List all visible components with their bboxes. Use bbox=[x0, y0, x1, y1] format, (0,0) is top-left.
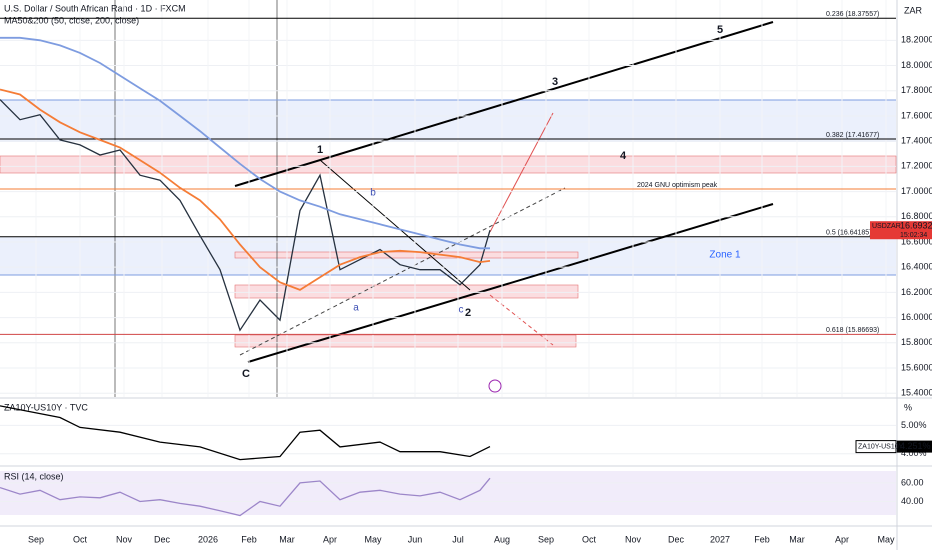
x-tick-label: Mar bbox=[789, 534, 805, 544]
x-tick-label: Apr bbox=[835, 534, 849, 544]
last-price: 16.69329 bbox=[900, 221, 932, 231]
y-tick-label: 15.60000 bbox=[901, 362, 932, 372]
unit: % bbox=[904, 402, 912, 412]
x-tick-label: Nov bbox=[625, 534, 642, 544]
y-tick-label: 16.40000 bbox=[901, 262, 932, 272]
chart-title: U.S. Dollar / South African Rand · 1D · … bbox=[4, 3, 186, 13]
x-tick-label: Sep bbox=[28, 534, 44, 544]
x-tick-label: 2026 bbox=[198, 534, 218, 544]
y-tick-label: 16.60000 bbox=[901, 236, 932, 246]
currency: ZAR bbox=[904, 5, 923, 15]
y-tick-label: 16.20000 bbox=[901, 287, 932, 297]
x-tick-label: Oct bbox=[582, 534, 597, 544]
x-tick-label: 2027 bbox=[710, 534, 730, 544]
y-tick-label: 60.00 bbox=[901, 477, 924, 487]
legend-title: MA50&200 (50, close, 200, close) bbox=[4, 15, 139, 25]
y-tick-label: 15.80000 bbox=[901, 337, 932, 347]
y-tick-label: 5.00% bbox=[901, 420, 927, 430]
wave-label: a bbox=[353, 303, 359, 314]
series-line bbox=[0, 36, 490, 250]
y-tick-label: 40.00 bbox=[901, 496, 924, 506]
series-line bbox=[0, 405, 491, 461]
symbol-tag: USDZAR bbox=[872, 223, 901, 230]
last-value: 4.251% bbox=[900, 441, 931, 451]
price-tag bbox=[870, 221, 932, 240]
x-tick-label: Jul bbox=[452, 534, 464, 544]
y-tick-label: 18.20000 bbox=[901, 35, 932, 45]
channel bbox=[239, 187, 566, 356]
x-tick-label: May bbox=[877, 534, 895, 544]
y-tick-label: 18.00000 bbox=[901, 60, 932, 70]
wave-label: c bbox=[459, 305, 464, 316]
level-label: 0.382 (17.41677) bbox=[826, 132, 879, 139]
x-tick-label: Dec bbox=[154, 534, 171, 544]
wave-label: 1 bbox=[317, 144, 323, 156]
rsi-band bbox=[0, 471, 896, 515]
series-line bbox=[0, 88, 491, 291]
wave-label: C bbox=[242, 368, 250, 380]
wave-label: 5 bbox=[717, 24, 723, 36]
series-line bbox=[0, 99, 491, 332]
legend-title: RSI (14, close) bbox=[4, 471, 64, 481]
x-tick-label: Feb bbox=[241, 534, 257, 544]
y-tick-label: 17.00000 bbox=[901, 186, 932, 196]
trendline bbox=[247, 203, 774, 363]
x-tick-label: Mar bbox=[279, 534, 295, 544]
event-icon bbox=[488, 379, 502, 393]
wave-label: Zone 1 bbox=[709, 250, 741, 261]
x-tick-label: Oct bbox=[73, 534, 88, 544]
level-label: 0.5 (16.64185) bbox=[826, 230, 872, 237]
trendline bbox=[319, 159, 471, 291]
y-tick-label: 16.00000 bbox=[901, 312, 932, 322]
x-tick-label: Apr bbox=[323, 534, 337, 544]
y-tick-label: 17.80000 bbox=[901, 85, 932, 95]
value-tag bbox=[897, 440, 932, 453]
wave-label: 4 bbox=[620, 150, 627, 162]
series-line bbox=[0, 477, 491, 517]
box bbox=[234, 334, 577, 348]
level-label: 0.236 (18.37557) bbox=[826, 11, 879, 18]
x-tick-label: Sep bbox=[538, 534, 554, 544]
x-tick-label: Aug bbox=[494, 534, 510, 544]
wave-label: 3 bbox=[552, 76, 558, 88]
series-tag: ZA10Y-US10Y bbox=[858, 443, 904, 450]
countdown: 15:02:34 bbox=[900, 232, 927, 239]
x-tick-label: Dec bbox=[668, 534, 685, 544]
x-tick-label: May bbox=[364, 534, 382, 544]
y-tick-label: 17.40000 bbox=[901, 136, 932, 146]
level-label: 0.618 (15.86693) bbox=[826, 327, 879, 334]
y-tick-label: 4.00% bbox=[901, 448, 927, 458]
y-tick-label: 17.60000 bbox=[901, 110, 932, 120]
trendline bbox=[234, 21, 774, 187]
wave-label: 2 bbox=[465, 307, 471, 319]
box bbox=[234, 251, 579, 259]
projection bbox=[489, 112, 554, 233]
x-tick-label: Nov bbox=[116, 534, 133, 544]
wave-label: b bbox=[370, 188, 376, 199]
y-tick-label: 17.20000 bbox=[901, 161, 932, 171]
x-tick-label: Feb bbox=[754, 534, 770, 544]
name-tag bbox=[855, 440, 897, 454]
y-tick-label: 16.80000 bbox=[901, 211, 932, 221]
y-tick-label: 15.40000 bbox=[901, 388, 932, 398]
level-label: 2024 GNU optimism peak bbox=[637, 182, 718, 189]
x-tick-label: Jun bbox=[408, 534, 423, 544]
legend-title: ZA10Y-US10Y · TVC bbox=[4, 402, 88, 412]
resistance-box bbox=[0, 155, 897, 174]
